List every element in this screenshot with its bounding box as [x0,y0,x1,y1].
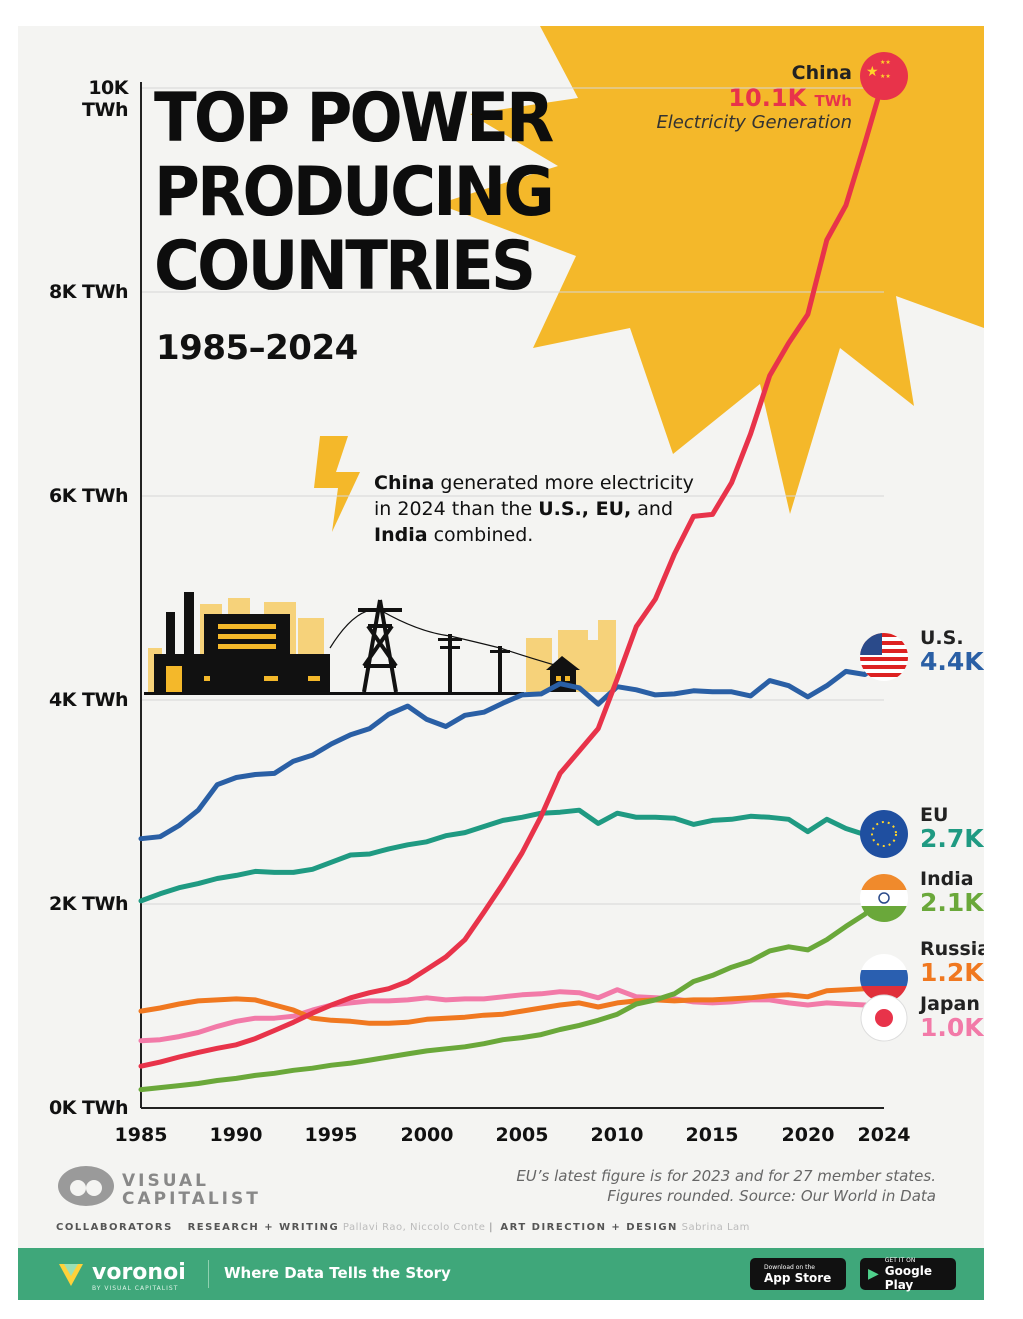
voronoi-by: BY VISUAL CAPITALIST [92,1285,179,1292]
svg-text:★★: ★★ [880,73,891,80]
label-russia-name: Russia [920,938,984,960]
footer-divider [208,1260,209,1288]
svg-text:★★: ★★ [880,59,891,66]
anno-us-eu: U.S., EU, [538,498,632,520]
play-icon: ▶ [868,1266,879,1282]
visual-capitalist-wordmark: VISUAL CAPITALIST [122,1172,261,1208]
label-india-value: 2.1K [920,888,984,917]
eu-flag-icon [860,810,908,858]
india-flag-icon [860,874,908,922]
credits-rw-names: Pallavi Rao, Niccolo Conte [342,1222,486,1233]
japan-flag-icon [860,994,908,1042]
source-note: EU’s latest figure is for 2023 and for 2… [516,1166,936,1206]
label-eu-name: EU [920,804,949,826]
label-us-value: 4.4K [920,647,984,676]
svg-text:★: ★ [866,64,879,80]
chart-canvas: ★ ★★ ★★ [138,26,984,1109]
collaborators-credits: COLLABORATORS RESEARCH + WRITING Pallavi… [56,1222,750,1233]
y-tick-10k: 10K TWh [82,77,128,121]
google-play-big: Google Play [884,1263,932,1292]
y-tick-4k: 4K TWh [48,689,129,711]
china-flag-icon: ★ ★★ ★★ [860,52,908,100]
app-store-button[interactable]: Download on the App Store [750,1258,846,1290]
china-value: 10.1K TWh [656,84,852,112]
footer-tagline: Where Data Tells the Story [224,1264,451,1282]
label-us-name: U.S. [920,627,964,649]
china-value-unit: TWh [814,92,852,110]
y-tick-2k: 2K TWh [48,893,129,915]
voronoi-logo-icon [59,1264,83,1286]
label-russia: Russia 1.2K [920,937,984,985]
app-store-text: Download on the App Store [764,1264,831,1285]
x-tick-2015: 2015 [685,1124,739,1146]
title-line-2: PRODUCING [154,153,555,232]
series-line-russia [138,985,887,1026]
label-russia-value: 1.2K [920,958,984,987]
y-tick-6k: 6K TWh [48,485,129,507]
title-line-1: TOP POWER [154,79,554,158]
credits-label: COLLABORATORS [56,1222,173,1233]
x-tick-2020: 2020 [781,1124,835,1146]
label-us: U.S. 4.4K [920,626,984,674]
x-tick-1985: 1985 [114,1124,168,1146]
year-range: 1985–2024 [156,328,358,368]
series-line-japan [138,987,887,1044]
x-tick-2005: 2005 [495,1124,549,1146]
label-japan: Japan 1.0K [920,992,984,1040]
y-tick-8k: 8K TWh [48,281,129,303]
sun-burst [438,26,984,514]
brand-line-1: VISUAL [122,1171,209,1191]
anno-india: India [374,524,428,546]
credits-rw-label: RESEARCH + WRITING [187,1222,340,1233]
series-line-india [138,891,887,1093]
infographic-card: ★ ★★ ★★ [18,26,984,1300]
label-india-name: India [920,868,974,890]
label-eu-value: 2.7K [920,824,984,853]
us-flag-icon [860,633,908,681]
x-tick-2010: 2010 [590,1124,644,1146]
note-line-2: Figures rounded. Source: Our World in Da… [607,1187,936,1205]
google-play-small: GET IT ON [884,1256,916,1264]
series-line-eu [138,807,887,904]
anno-text-3: combined. [427,524,534,546]
anno-china: China [374,472,435,494]
x-tick-2024: 2024 [857,1124,911,1146]
china-value-number: 10.1K [728,84,807,112]
note-line-1: EU’s latest figure is for 2023 and for 2… [516,1167,936,1185]
x-tick-1995: 1995 [304,1124,358,1146]
voronoi-brand[interactable]: voronoi [92,1260,186,1285]
label-india: India 2.1K [920,867,984,915]
anno-text-2: and [631,498,674,520]
app-store-small: Download on the [764,1263,815,1271]
google-play-button[interactable]: ▶ GET IT ON Google Play [860,1257,956,1292]
app-store-big: App Store [764,1270,832,1285]
x-tick-2000: 2000 [400,1124,454,1146]
label-japan-value: 1.0K [920,1013,984,1042]
china-subtitle: Electricity Generation [656,112,852,133]
google-play-text: GET IT ON Google Play [885,1257,948,1292]
lightning-icon [314,436,360,532]
anno-text-1: generated more electricity in 2024 than … [374,472,694,520]
china-label: China 10.1K TWh Electricity Generation [656,62,852,133]
label-japan-name: Japan [920,993,980,1015]
label-eu: EU 2.7K [920,803,984,851]
footer-bar: voronoi BY VISUAL CAPITALIST Where Data … [18,1248,984,1300]
china-annotation: China generated more electricity in 2024… [374,470,704,548]
y-tick-0: 0K TWh [48,1097,129,1119]
credits-ad-names: Sabrina Lam [681,1222,750,1233]
credits-ad-label: ART DIRECTION + DESIGN [500,1222,678,1233]
visual-capitalist-logo-icon [58,1166,114,1206]
brand-line-2: CAPITALIST [122,1189,261,1209]
series-line-china [138,75,887,1069]
x-tick-1990: 1990 [209,1124,263,1146]
title-line-3: COUNTRIES [154,227,536,306]
series-line-us [138,656,887,842]
skyline-illustration [144,592,616,695]
china-name: China [791,62,852,84]
